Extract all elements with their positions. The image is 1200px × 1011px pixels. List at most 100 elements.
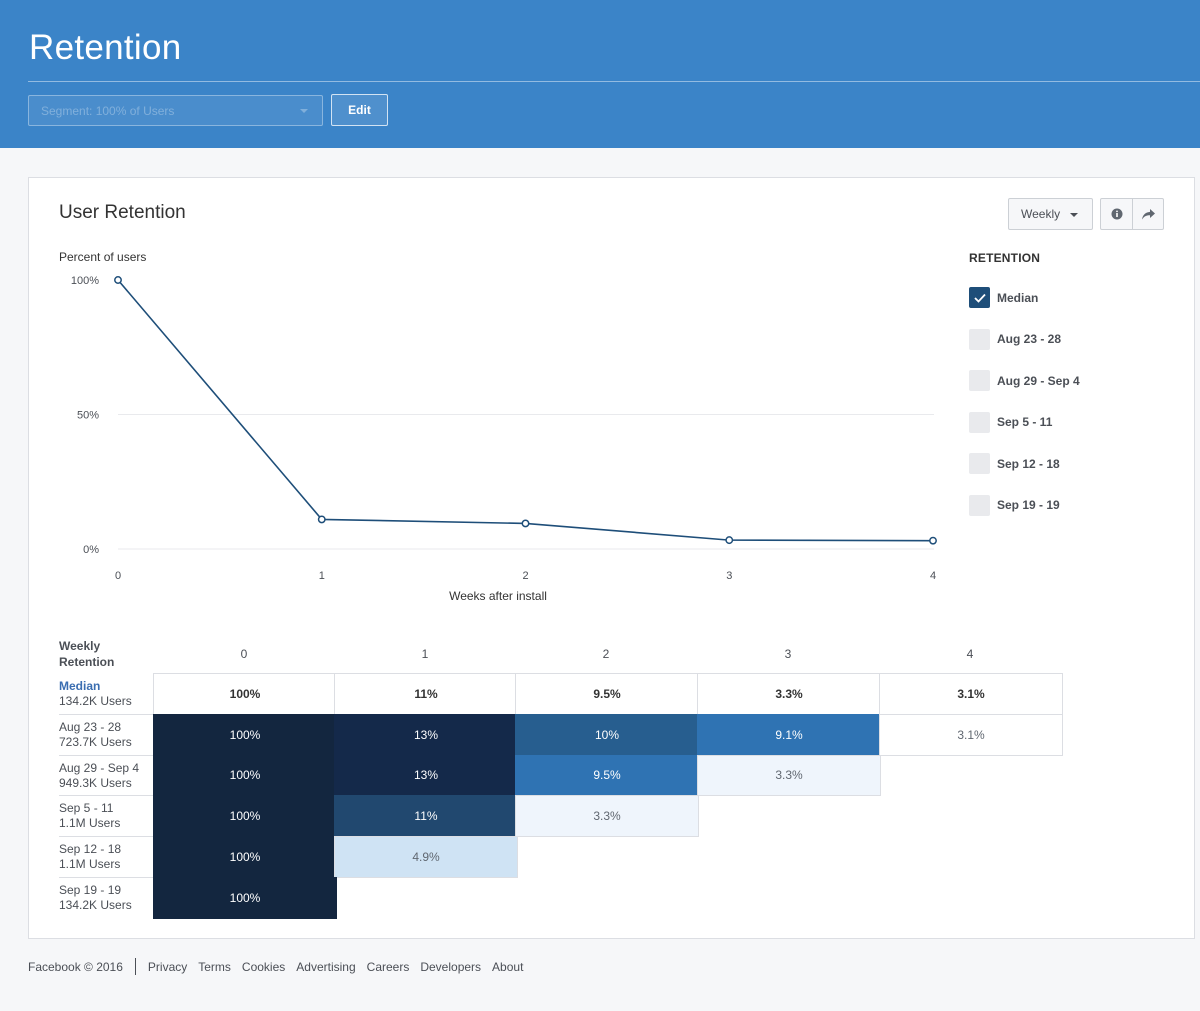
data-point[interactable] <box>317 515 326 524</box>
legend-title: RETENTION <box>969 251 1041 265</box>
chevron-down-icon <box>300 109 308 113</box>
footer-link-cookies[interactable]: Cookies <box>241 959 286 974</box>
column-header: 0 <box>240 647 248 661</box>
cohort-users: 949.3K Users <box>59 775 132 790</box>
edit-button[interactable]: Edit <box>331 94 388 126</box>
retention-cell: 13% <box>334 713 518 756</box>
data-point[interactable] <box>929 536 937 545</box>
legend-checkbox[interactable] <box>969 328 990 350</box>
share-button[interactable] <box>1133 199 1164 229</box>
cohort-name: Sep 5 - 11 <box>59 801 114 816</box>
cohort-row-label: Sep 19 - 19 134.2K Users <box>59 883 154 913</box>
footer-link-terms[interactable]: Terms <box>198 959 231 974</box>
user-retention-card: User Retention Weekly Percent of users W… <box>28 177 1195 939</box>
card-actions <box>1100 198 1164 230</box>
legend-item[interactable]: Aug 23 - 28 <box>969 328 1062 350</box>
cohort-row-label: Sep 12 - 18 1.1M Users <box>59 842 154 872</box>
footer-link-about[interactable]: About <box>492 959 524 974</box>
row-divider <box>59 754 154 756</box>
retention-cell: 3.3% <box>697 754 881 797</box>
retention-cell: 9.1% <box>697 713 881 756</box>
legend-item[interactable]: Median <box>969 287 1038 308</box>
x-tick-label: 4 <box>930 570 936 582</box>
retention-cell: 3.3% <box>515 795 699 838</box>
median-cell: 3.3% <box>697 673 881 715</box>
footer-link-advertising[interactable]: Advertising <box>296 959 356 974</box>
x-tick-label: 0 <box>115 570 121 582</box>
x-tick-label: 2 <box>522 570 528 582</box>
data-point[interactable] <box>725 536 734 545</box>
card-title: User Retention <box>59 202 186 223</box>
footer-divider <box>134 958 136 975</box>
x-axis-label: Weeks after install <box>449 589 547 603</box>
legend-item[interactable]: Sep 19 - 19 <box>969 494 1060 516</box>
y-tick-label: 100% <box>71 275 99 287</box>
segment-select-placeholder: Segment: 100% of Users <box>41 104 175 118</box>
legend-label: Sep 5 - 11 <box>997 415 1053 429</box>
legend-checkbox[interactable] <box>969 494 990 516</box>
column-header: 3 <box>784 647 792 661</box>
x-tick-label: 1 <box>319 570 325 582</box>
y-tick-label: 50% <box>77 410 99 422</box>
cohort-name: Sep 12 - 18 <box>59 842 122 857</box>
period-dropdown-label: Weekly <box>1021 207 1061 221</box>
row-divider <box>59 795 154 797</box>
table-header-line2: Retention <box>59 655 115 669</box>
legend-checkbox[interactable] <box>969 287 990 308</box>
footer-link-developers[interactable]: Developers <box>420 959 482 974</box>
x-tick-label: 3 <box>726 570 732 582</box>
median-cell: 100% <box>153 673 337 715</box>
cohort-row-label: Sep 5 - 11 1.1M Users <box>59 801 154 831</box>
legend-checkbox[interactable] <box>969 453 990 474</box>
cohort-name: Aug 29 - Sep 4 <box>59 760 140 775</box>
info-button[interactable] <box>1101 199 1132 229</box>
legend-item[interactable]: Sep 5 - 11 <box>969 411 1053 433</box>
retention-cell: 3.1% <box>879 713 1063 756</box>
legend-item[interactable]: Aug 29 - Sep 4 <box>969 370 1080 391</box>
cohort-users: 134.2K Users <box>59 694 132 708</box>
legend-checkbox[interactable] <box>969 370 990 391</box>
legend-label: Sep 19 - 19 <box>997 498 1060 512</box>
segment-select[interactable]: Segment: 100% of Users <box>28 95 323 126</box>
retention-cell: 100% <box>153 754 337 797</box>
info-icon <box>1111 208 1122 220</box>
column-header: 2 <box>602 647 610 661</box>
legend-item[interactable]: Sep 12 - 18 <box>969 453 1060 474</box>
row-divider <box>59 836 154 838</box>
retention-cell: 100% <box>153 877 337 919</box>
footer-link-careers[interactable]: Careers <box>366 959 410 974</box>
retention-cell: 10% <box>515 713 699 756</box>
retention-cell: 9.5% <box>515 754 699 797</box>
row-divider <box>59 877 154 878</box>
retention-cell: 11% <box>334 795 518 838</box>
median-cell: 9.5% <box>515 673 699 715</box>
legend-label: Aug 23 - 28 <box>997 332 1062 346</box>
retention-cell: 13% <box>334 754 518 797</box>
table-header-line1: Weekly <box>59 639 101 653</box>
legend-checkbox[interactable] <box>969 411 990 433</box>
table-header: Weekly Retention <box>59 638 114 670</box>
footer-copyright: Facebook © 2016 <box>28 959 123 974</box>
y-axis-label: Percent of users <box>59 250 146 264</box>
legend-label: Sep 12 - 18 <box>997 456 1060 471</box>
cohort-users: 723.7K Users <box>59 734 132 749</box>
cohort-users: 1.1M Users <box>59 816 121 831</box>
header-divider <box>28 81 1200 82</box>
data-point[interactable] <box>114 276 122 284</box>
legend-label: Median <box>997 290 1039 305</box>
period-dropdown[interactable]: Weekly <box>1008 198 1093 230</box>
retention-cell: 100% <box>153 795 337 838</box>
data-point[interactable] <box>521 519 530 528</box>
cohort-name: Sep 19 - 19 <box>59 883 122 897</box>
retention-cell: 100% <box>153 713 337 756</box>
cohort-users: 1.1M Users <box>59 857 121 872</box>
series-line-median <box>117 279 934 542</box>
cohort-name[interactable]: Median <box>59 679 101 693</box>
column-header: 1 <box>421 647 429 661</box>
footer-link-privacy[interactable]: Privacy <box>147 959 188 974</box>
legend-label: Aug 29 - Sep 4 <box>997 373 1080 388</box>
page-title: Retention <box>29 28 182 67</box>
actions-divider <box>1132 199 1133 229</box>
cohort-row-label: Aug 23 - 28 723.7K Users <box>59 720 154 750</box>
share-arrow-icon <box>1142 208 1155 219</box>
